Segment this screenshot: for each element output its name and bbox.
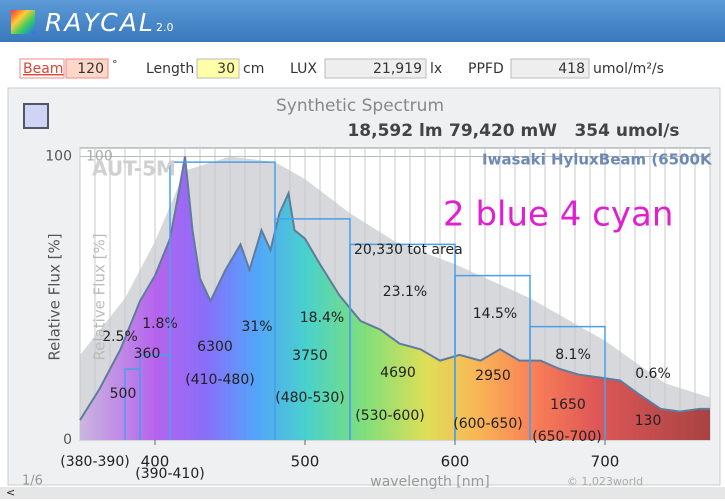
beam-unit: °: [112, 58, 118, 71]
band-share: 1.8%: [142, 316, 178, 332]
ghost-label: AUT-5M: [92, 157, 176, 181]
lux-value: 21,919: [373, 61, 422, 77]
band-share: 23.1%: [383, 284, 427, 300]
band-share: 0.6%: [635, 366, 671, 382]
band-range: (380-390): [60, 454, 129, 470]
beam-label[interactable]: Beam: [23, 61, 63, 77]
band-range: (600-650): [453, 416, 522, 432]
band-range: (650-700): [532, 429, 601, 445]
page-indicator: 1/6: [22, 474, 43, 489]
chart-title: Synthetic Spectrum: [276, 96, 444, 116]
x-tick-label: 400: [141, 453, 170, 471]
x-tick-label: 500: [291, 453, 320, 471]
header-bar: [0, 0, 725, 42]
lux-field: [324, 58, 427, 79]
band-ppfd: 1650: [550, 397, 586, 413]
x-axis-label: wavelength [nm]: [370, 474, 489, 490]
total-area: 20,330 tot area: [354, 242, 463, 258]
beam-label-box: [19, 58, 65, 79]
watermark: © 1,023world: [567, 475, 643, 488]
scrollbar[interactable]: [0, 487, 725, 499]
band-share: 18.4%: [300, 310, 344, 326]
lux-unit: lx: [430, 61, 442, 77]
logo: [11, 10, 35, 34]
length-label: Length: [146, 61, 194, 77]
stat: 354 umol/s: [574, 121, 679, 141]
y2-tick-label: 100: [86, 149, 113, 165]
band-range: (410-480): [185, 372, 254, 388]
ppfd-value: 418: [558, 61, 585, 77]
band-range: (390-410): [135, 466, 204, 482]
beam-input[interactable]: [65, 58, 109, 79]
band-share: 14.5%: [473, 306, 517, 322]
band-range: (480-530): [275, 390, 344, 406]
y-axis-label: Relative Flux [%]: [46, 233, 64, 360]
band-ppfd: 500: [110, 386, 137, 402]
length-value: 30: [217, 61, 235, 77]
stat: 18,592 lm: [347, 121, 442, 141]
band-ppfd: 3750: [292, 348, 328, 364]
annotation: 2 blue 4 cyan: [443, 195, 673, 235]
x-tick-label: 600: [441, 453, 470, 471]
band-ppfd: 4690: [380, 365, 416, 381]
legend-entry: Iwasaki HyluxBeam (6500K: [482, 151, 713, 169]
ppfd-field: [510, 58, 590, 79]
app-version: 2.0: [156, 21, 174, 34]
y-tick-label: 100: [45, 149, 72, 165]
stat: 79,420 mW: [449, 121, 557, 141]
band-ppfd: 6300: [197, 339, 233, 355]
app-title: RAYCAL: [45, 8, 155, 37]
y2-axis-label: Relative Flux [%]: [91, 233, 109, 360]
lux-label: LUX: [290, 61, 317, 77]
band-ppfd: 2950: [475, 368, 511, 384]
scroll-left[interactable]: <: [6, 486, 15, 499]
ppfd-label: PPFD: [468, 61, 504, 77]
x-tick-label: 700: [591, 453, 620, 471]
band-share: 8.1%: [555, 347, 591, 363]
spectrum-fill: [80, 156, 710, 440]
band-ppfd: 130: [635, 413, 662, 429]
beam-value: 120: [77, 61, 104, 77]
color-swatch[interactable]: [23, 103, 49, 129]
ppfd-unit: umol/m²/s: [593, 61, 664, 77]
band-share: 31%: [241, 319, 272, 335]
band-box: [529, 325, 606, 440]
band-range: (530-600): [355, 408, 424, 424]
length-input[interactable]: [196, 58, 240, 79]
length-unit: cm: [243, 61, 264, 77]
y-tick-label: 0: [63, 432, 72, 448]
band-share: 2.5%: [102, 329, 138, 345]
spectrum-line: [79, 156, 710, 421]
band-ppfd: 360: [134, 346, 161, 362]
